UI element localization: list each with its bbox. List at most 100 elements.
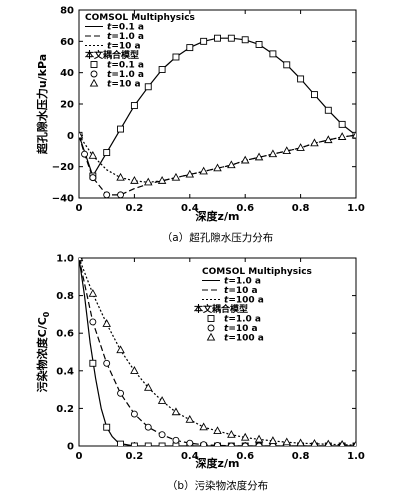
y-tick-label: −40 (52, 194, 74, 205)
y-axis-label: 超孔隙水压力u/kPa (35, 54, 49, 155)
data-point-triangle (185, 414, 195, 423)
data-point-circle (186, 439, 194, 446)
data-point-square (214, 34, 221, 42)
data-point-triangle (351, 130, 356, 139)
legend-marker-sample (207, 315, 215, 322)
data-point-circle (144, 423, 152, 431)
data-point-square (338, 120, 346, 128)
legend-entry-label: t=100 a (224, 296, 264, 306)
x-tick-label: 0.2 (126, 203, 144, 214)
legend-entry-label: t=0.1 a (107, 61, 144, 71)
chart-pore-pressure: 0 0.2 0.4 0.6 0.8 1.0 −40 −20 0 20 40 60 80 深度z/m 超孔隙水… (35, 6, 365, 245)
data-point-circle (117, 389, 125, 397)
y-tick-label: 1.0 (56, 254, 74, 265)
x-axis-label: 深度z/m (196, 456, 240, 470)
data-point-circle (214, 441, 221, 446)
data-point-triangle (79, 258, 84, 262)
data-point-circle (103, 359, 111, 367)
series-line (79, 258, 356, 446)
y-tick-label: 0.8 (56, 291, 74, 302)
data-point-square (158, 442, 166, 446)
data-point-square (144, 442, 152, 446)
data-point-square (297, 75, 305, 83)
data-point-triangle (296, 143, 305, 151)
legend-entry-label: t=10 a (107, 80, 141, 90)
x-tick-label: 0.8 (292, 451, 310, 462)
legend-entry-label: t=1.0 a (107, 32, 144, 42)
data-point-square (255, 41, 263, 48)
y-tick-label: 80 (60, 6, 74, 17)
y-tick-label: 0.2 (56, 404, 74, 415)
data-point-circle (117, 191, 124, 198)
x-tick-label: 0.2 (126, 451, 144, 462)
y-tick-label: −20 (52, 162, 74, 173)
data-point-triangle (157, 396, 167, 404)
data-point-circle (241, 442, 249, 446)
figure-caption: （b）污染物浓度分布 (167, 479, 268, 492)
x-axis-label: 深度z/m (196, 209, 240, 223)
data-point-triangle (282, 437, 292, 446)
legend-group-title: 本文耦合模型 (194, 303, 248, 315)
data-point-triangle (268, 436, 278, 444)
figure-caption: （a）超孔隙水压力分布 (162, 231, 273, 244)
y-tick-label: 40 (60, 68, 74, 79)
data-point-triangle (185, 169, 195, 178)
legend-entry-label: t=0.1 a (107, 23, 144, 33)
y-axis-label: 污染物浓度C/C0 (35, 311, 51, 392)
data-point-triangle (268, 149, 278, 158)
data-point-circle (227, 442, 235, 446)
legend-marker-sample (90, 70, 98, 78)
data-point-square (130, 442, 138, 446)
chart-concentration: 0 0.2 0.4 0.6 0.8 1.0 0 0.2 0.4 0.6 0.8 1.0 深度z/m 污染物… (35, 254, 365, 493)
data-point-circle (158, 431, 166, 439)
data-point-triangle (254, 152, 264, 161)
data-layer (79, 34, 356, 198)
data-point-triangle (157, 176, 167, 184)
x-tick-label: 0 (76, 203, 83, 214)
legend-marker-sample (89, 78, 99, 87)
data-point-triangle (143, 177, 153, 186)
data-point-triangle (116, 172, 125, 181)
data-point-square (103, 423, 111, 431)
legend-marker-sample (207, 324, 215, 332)
data-point-square (269, 50, 277, 58)
data-point-triangle (352, 440, 356, 446)
data-point-circle (172, 436, 180, 444)
legend-entry-label: t=1.0 a (224, 315, 261, 325)
data-point-triangle (310, 138, 319, 147)
data-point-triangle (213, 426, 222, 435)
data-point-triangle (88, 150, 98, 159)
data-point-triangle (116, 345, 125, 354)
legend-entry-label: t=10 a (224, 324, 258, 334)
data-point-circle (89, 174, 97, 182)
data-point-triangle (282, 146, 292, 155)
data-layer (79, 258, 356, 446)
data-point-circle (89, 318, 97, 326)
data-point-square (117, 125, 125, 133)
data-point-triangle (324, 135, 333, 144)
data-point-square (227, 34, 235, 42)
data-point-square (311, 91, 318, 99)
data-point-square (172, 53, 180, 61)
data-point-square (103, 149, 111, 157)
data-point-triangle (143, 382, 153, 391)
data-point-square (241, 36, 249, 44)
y-tick-label: 0.6 (56, 329, 74, 340)
data-point-square (89, 359, 97, 367)
data-point-square (200, 37, 208, 45)
data-point-triangle (227, 160, 236, 169)
data-point-square (158, 66, 166, 73)
data-point-triangle (254, 434, 264, 443)
x-tick-label: 0.8 (292, 203, 310, 214)
data-point-triangle (324, 439, 332, 446)
legend-entry-label: t=1.0 a (224, 277, 261, 287)
x-tick-label: 0.4 (181, 203, 199, 214)
series-line (79, 258, 356, 446)
x-tick-label: 0 (76, 451, 83, 462)
x-tick-label: 1.0 (347, 203, 365, 214)
data-point-circle (81, 150, 88, 158)
legend-entry-label: t=100 a (224, 334, 264, 344)
data-point-triangle (130, 366, 139, 374)
data-point-square (186, 44, 194, 52)
